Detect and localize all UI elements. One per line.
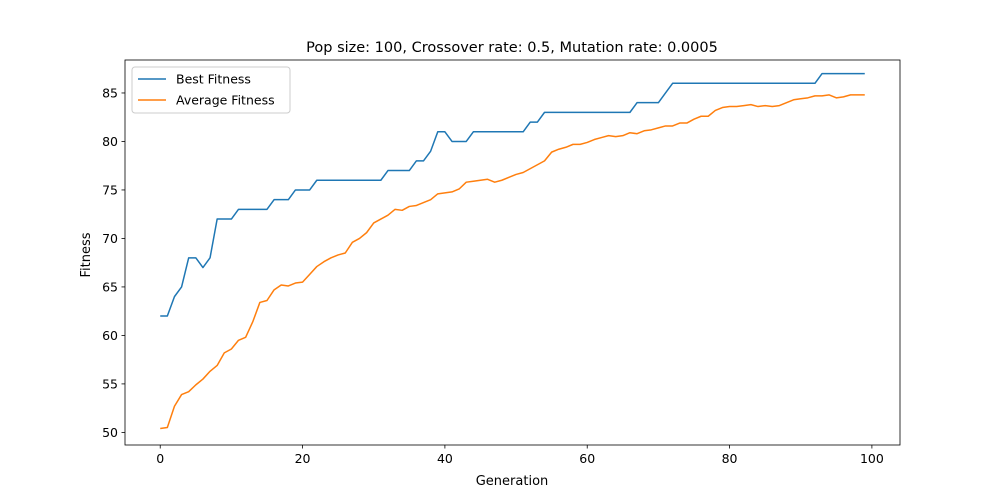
legend-box xyxy=(131,66,291,114)
series-line-average-fitness xyxy=(160,94,865,430)
x-tick-label: 40 xyxy=(437,451,453,466)
series-line-best-fitness xyxy=(160,72,865,317)
axes: 0 20 40 60 80 100 50 55 60 65 70 75 80 85 xyxy=(102,59,901,466)
plot-area xyxy=(160,72,865,430)
legend-label: Average Fitness xyxy=(176,93,275,108)
legend: Best Fitness Average Fitness xyxy=(131,66,291,114)
x-tick-label: 100 xyxy=(860,451,884,466)
axes-frame xyxy=(124,59,901,446)
x-tick-label: 60 xyxy=(579,451,595,466)
y-tick-label: 75 xyxy=(102,182,118,197)
x-axis-label: Generation xyxy=(476,474,549,489)
x-tick-label: 80 xyxy=(722,451,738,466)
y-tick-label: 55 xyxy=(102,376,118,391)
legend-label: Best Fitness xyxy=(176,72,251,87)
x-tick-label: 20 xyxy=(295,451,311,466)
x-tick-label: 0 xyxy=(156,451,164,466)
y-tick-label: 50 xyxy=(102,425,118,440)
y-tick-label: 80 xyxy=(102,134,118,149)
y-tick-label: 65 xyxy=(102,279,118,294)
y-tick-label: 70 xyxy=(102,231,118,246)
chart-title: Pop size: 100, Crossover rate: 0.5, Muta… xyxy=(306,40,718,56)
y-tick-label: 85 xyxy=(102,85,118,100)
y-axis-label: Fitness xyxy=(79,232,94,277)
y-tick-label: 60 xyxy=(102,328,118,343)
